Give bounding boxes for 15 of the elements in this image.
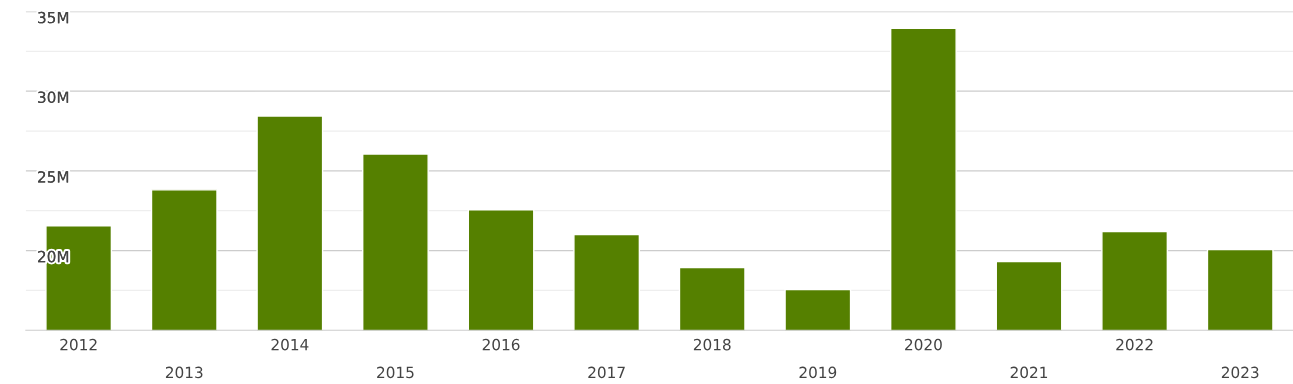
y-tick-label: 30M bbox=[38, 91, 69, 104]
x-tick-label: 2022 bbox=[1116, 338, 1153, 351]
x-tick-label: 2019 bbox=[799, 366, 837, 379]
y-tick-label: 35M bbox=[38, 11, 69, 24]
x-tick-label: 2020 bbox=[905, 338, 942, 351]
x-tick-label: 2017 bbox=[588, 366, 625, 379]
x-tick-label: 2021 bbox=[1010, 366, 1048, 379]
x-tick-label: 2018 bbox=[693, 338, 731, 351]
x-tick-label: 2016 bbox=[482, 338, 520, 351]
x-tick-label: 2015 bbox=[377, 366, 414, 379]
x-tick-label: 2023 bbox=[1221, 366, 1259, 379]
x-tick-label: 2012 bbox=[60, 338, 97, 351]
y-tick-label: 25M bbox=[38, 171, 69, 183]
x-tick-label: 2013 bbox=[165, 366, 203, 379]
x-tick-label: 2014 bbox=[271, 338, 309, 351]
